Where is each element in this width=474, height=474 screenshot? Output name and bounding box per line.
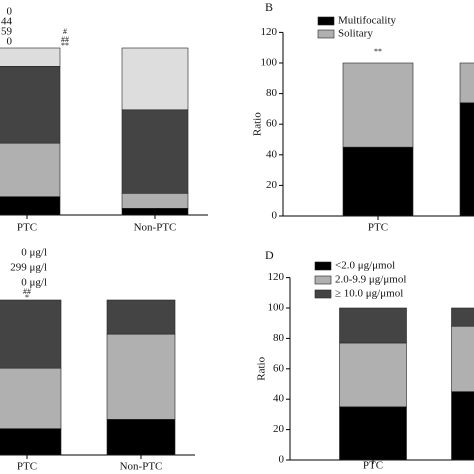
x-tick-label: Non-PTC (120, 461, 163, 473)
bar-segment (451, 325, 474, 392)
bar-segment (121, 109, 189, 194)
legend-label: 59 (1, 26, 13, 38)
y-tick-label: 20 (266, 179, 278, 191)
x-tick-label: PTC (363, 460, 383, 472)
bar-segment (339, 342, 407, 408)
x-tick-label: Non-PTC (134, 222, 177, 234)
x-tick-label: PTC (17, 222, 37, 234)
bar-segment (451, 391, 474, 461)
legend-swatch (314, 275, 332, 285)
bar-segment (0, 196, 61, 216)
legend-swatch (314, 289, 332, 299)
bar-segment (106, 333, 176, 420)
legend-label: ≥ 10.0 μg/μmol (335, 288, 403, 300)
bar-segment (451, 307, 474, 327)
y-tick-label: 120 (261, 26, 278, 38)
bar-segment (106, 419, 176, 456)
bar-segment (121, 208, 189, 216)
bar-segment (121, 47, 189, 111)
legend-label: Solitary (338, 28, 373, 40)
legend-label: 0 μg/l (21, 277, 47, 289)
legend-swatch (314, 261, 332, 271)
y-tick-label: 80 (273, 332, 285, 344)
bar-segment (339, 307, 407, 344)
legend-label: <2.0 μg/μmol (335, 260, 395, 272)
x-tick-label: PTC (368, 222, 388, 234)
legend-swatch (317, 16, 335, 26)
legend-label: 0 (7, 6, 13, 18)
y-tick-label: 120 (268, 271, 285, 283)
legend-swatch (317, 29, 335, 39)
y-tick-label: 100 (261, 57, 278, 69)
y-tick-label: 80 (266, 87, 278, 99)
bar-segment (459, 102, 474, 217)
significance-mark: * (25, 293, 29, 302)
y-tick-label: 0 (279, 454, 285, 466)
bar-segment (0, 367, 62, 429)
y-axis-label: Ratio (256, 356, 268, 380)
significance-mark: ** (61, 41, 69, 50)
y-tick-label: 0 (272, 210, 278, 222)
bar-segment (0, 142, 61, 197)
y-tick-label: 60 (266, 118, 278, 130)
y-tick-label: 20 (273, 423, 285, 435)
panel-label: B (265, 0, 273, 14)
y-tick-label: 40 (266, 148, 278, 160)
y-tick-label: 60 (273, 362, 285, 374)
significance-mark: ** (374, 47, 382, 56)
x-tick-label: PTC (17, 461, 37, 473)
legend-label: 44 (1, 16, 13, 28)
significance-mark: # (63, 27, 67, 36)
panel-label: D (265, 248, 274, 262)
legend-label: 2.0-9.9 μg/μmol (335, 274, 406, 286)
bar-segment (459, 62, 474, 104)
bar-segment (342, 62, 414, 148)
legend-label: 0 (7, 36, 13, 48)
y-tick-label: 100 (268, 302, 285, 314)
bar-segment (0, 428, 62, 456)
y-axis-label: Ratio (252, 112, 264, 136)
legend-label: 0 μg/l (21, 247, 47, 259)
bar-segment (121, 192, 189, 209)
bar-segment (342, 146, 414, 217)
bar-segment (0, 299, 62, 369)
bar-segment (106, 299, 176, 335)
bar-segment (339, 406, 407, 461)
legend-label: 299 μg/l (10, 262, 47, 274)
legend-label: Multifocality (338, 15, 397, 27)
bar-segment (0, 47, 61, 67)
y-tick-label: 40 (273, 393, 285, 405)
bar-segment (0, 66, 61, 144)
significance-mark: ## (61, 35, 69, 44)
significance-mark: ## (23, 287, 31, 296)
